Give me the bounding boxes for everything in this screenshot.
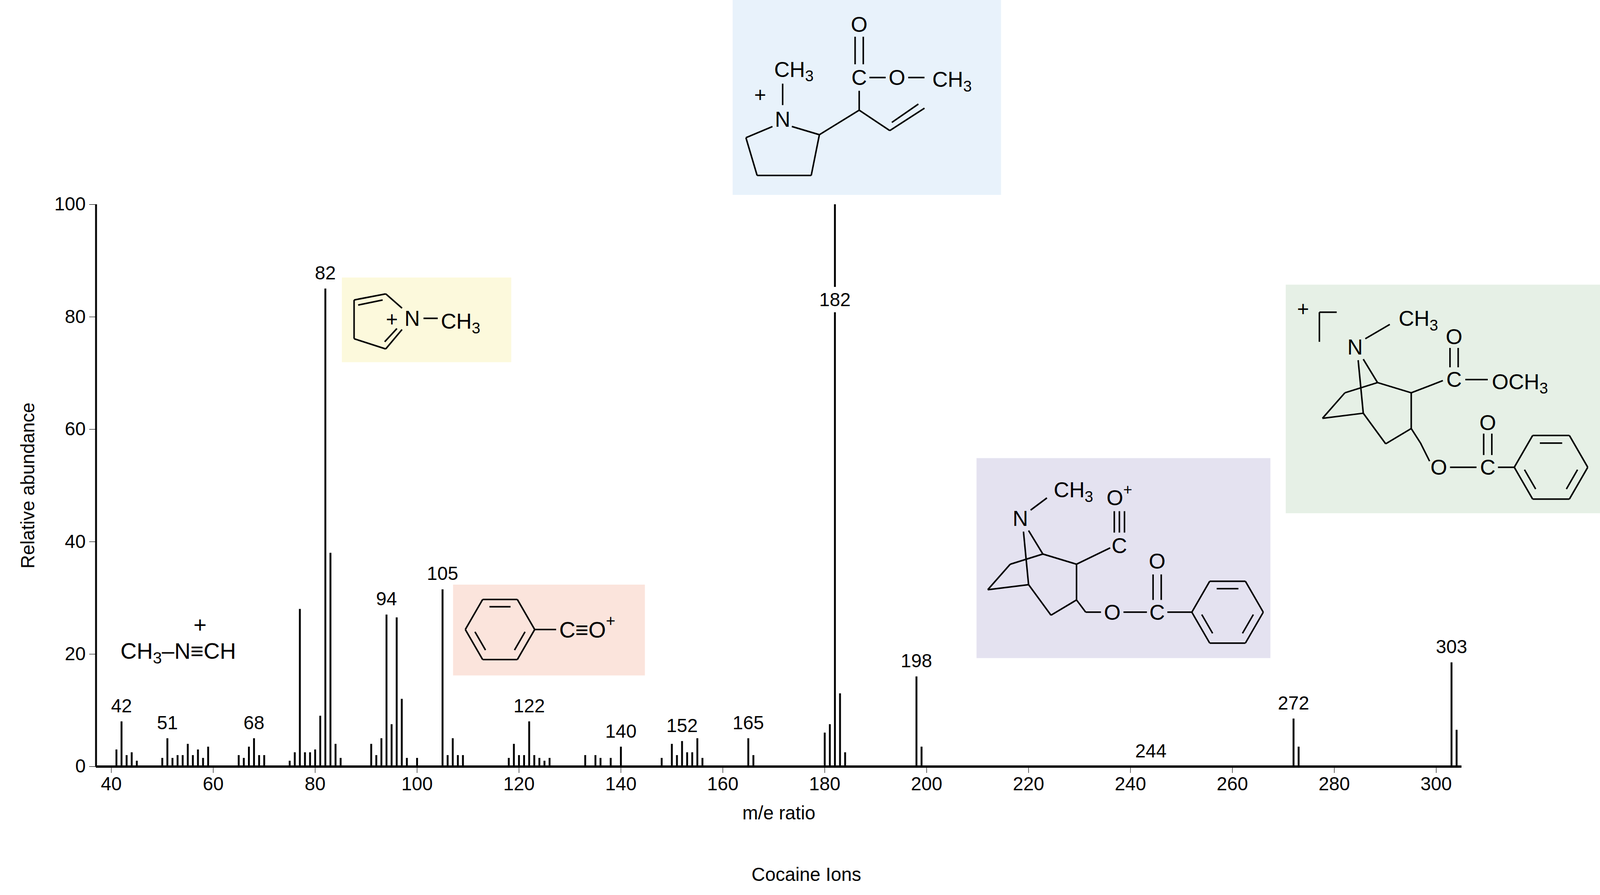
svg-text:152: 152 [666,715,698,736]
svg-text:272: 272 [1277,692,1310,714]
svg-text:280: 280 [1318,773,1351,795]
svg-text:60: 60 [202,773,225,795]
svg-text:N: N [404,306,420,331]
svg-text:CH3: CH3 [1053,477,1094,505]
svg-text:C: C [851,65,867,90]
svg-text:C≡O+: C≡O+ [559,611,616,643]
svg-text:0: 0 [75,755,86,777]
svg-text:+: + [193,611,207,637]
svg-text:O: O [1104,600,1121,625]
svg-text:165: 165 [732,712,765,734]
svg-text:42: 42 [111,695,133,717]
svg-text:O: O [850,12,868,37]
svg-text:O: O [1430,455,1447,480]
svg-text:51: 51 [156,712,178,734]
svg-text:60: 60 [64,418,86,440]
svg-text:105: 105 [426,563,459,584]
svg-text:94: 94 [376,588,398,610]
svg-text:CH3: CH3 [773,57,814,85]
svg-text:200: 200 [911,773,943,795]
svg-text:O: O [888,65,905,90]
svg-text:O: O [1479,410,1496,435]
svg-text:303: 303 [1435,636,1468,658]
svg-text:CH3–N≡CH: CH3–N≡CH [120,638,236,667]
svg-text:C: C [1446,367,1462,392]
svg-text:+: + [386,308,398,331]
svg-text:O: O [1148,549,1166,574]
svg-text:80: 80 [304,773,326,795]
svg-text:82: 82 [315,262,337,284]
svg-text:N: N [1347,334,1363,359]
svg-text:OCH3: OCH3 [1491,369,1549,397]
svg-text:260: 260 [1216,773,1249,795]
svg-text:160: 160 [707,773,739,795]
svg-text:40: 40 [64,531,86,552]
svg-text:N: N [1012,506,1029,531]
svg-text:CH3: CH3 [932,67,972,95]
svg-text:240: 240 [1114,773,1147,795]
svg-text:m/e ratio: m/e ratio [742,802,816,824]
svg-text:40: 40 [100,773,123,795]
svg-text:CH3: CH3 [1398,306,1438,334]
svg-text:CH3: CH3 [440,309,481,337]
svg-text:Relative abundance: Relative abundance [17,402,39,569]
svg-text:180: 180 [809,773,841,795]
svg-text:198: 198 [900,650,933,672]
svg-text:244: 244 [1135,740,1167,762]
svg-text:100: 100 [401,773,433,795]
svg-text:300: 300 [1420,773,1453,795]
svg-text:+: + [1297,297,1309,321]
svg-text:140: 140 [605,720,637,742]
svg-text:20: 20 [64,643,86,665]
svg-text:C: C [1149,600,1166,625]
svg-text:68: 68 [243,712,265,734]
svg-text:C: C [1480,455,1496,480]
svg-text:100: 100 [54,193,86,215]
svg-text:+: + [754,83,766,107]
html-text:Cocaine Ions: Cocaine Ions [751,864,862,885]
svg-text:182: 182 [819,289,851,310]
svg-text:N: N [774,107,791,132]
svg-text:220: 220 [1012,773,1045,795]
svg-text:140: 140 [605,773,637,795]
svg-text:O: O [1445,324,1463,349]
svg-text:122: 122 [513,695,545,717]
svg-text:80: 80 [64,306,86,327]
svg-text:120: 120 [503,773,535,795]
svg-text:O+: O+ [1106,480,1133,511]
svg-text:C: C [1111,533,1128,558]
